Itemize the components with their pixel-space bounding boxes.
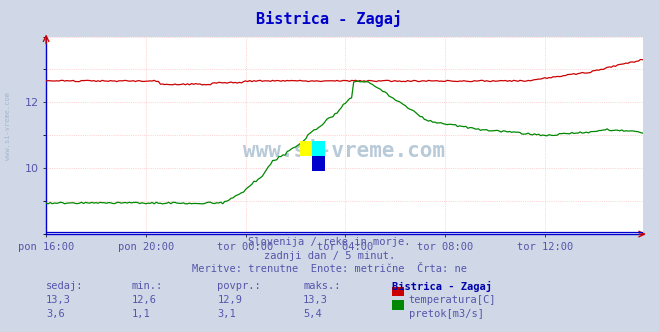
Text: 3,1: 3,1 [217, 309, 236, 319]
Text: 13,3: 13,3 [46, 295, 71, 305]
Bar [300, 156, 312, 171]
Text: Slovenija / reke in morje.: Slovenija / reke in morje. [248, 237, 411, 247]
Text: min.:: min.: [132, 281, 163, 290]
Bar [312, 141, 325, 156]
Text: pretok[m3/s]: pretok[m3/s] [409, 309, 484, 319]
Text: www.si-vreme.com: www.si-vreme.com [243, 141, 445, 161]
Text: Meritve: trenutne  Enote: metrične  Črta: ne: Meritve: trenutne Enote: metrične Črta: … [192, 264, 467, 274]
Text: www.si-vreme.com: www.si-vreme.com [5, 92, 11, 160]
Text: 3,6: 3,6 [46, 309, 65, 319]
Bar [312, 156, 325, 171]
Text: sedaj:: sedaj: [46, 281, 84, 290]
Text: maks.:: maks.: [303, 281, 341, 290]
Text: 5,4: 5,4 [303, 309, 322, 319]
Text: temperatura[C]: temperatura[C] [409, 295, 496, 305]
Text: 13,3: 13,3 [303, 295, 328, 305]
Text: Bistrica - Zagaj: Bistrica - Zagaj [392, 281, 492, 291]
Bar [300, 141, 312, 156]
Text: Bistrica - Zagaj: Bistrica - Zagaj [256, 10, 403, 27]
Text: povpr.:: povpr.: [217, 281, 261, 290]
Text: 12,6: 12,6 [132, 295, 157, 305]
Text: zadnji dan / 5 minut.: zadnji dan / 5 minut. [264, 251, 395, 261]
Text: 1,1: 1,1 [132, 309, 150, 319]
Text: 12,9: 12,9 [217, 295, 243, 305]
